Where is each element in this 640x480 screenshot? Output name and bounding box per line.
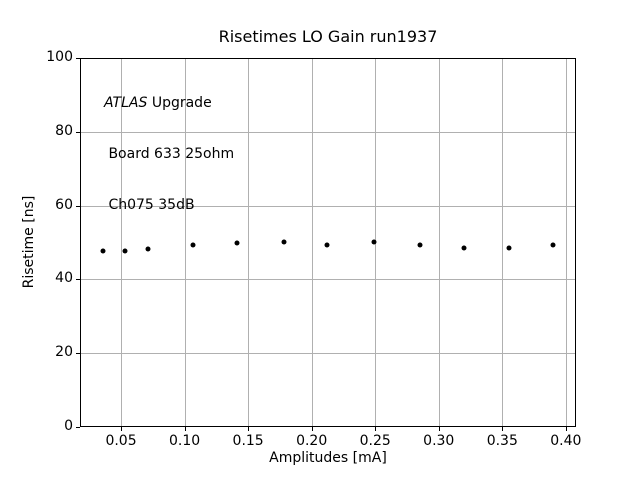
x-tick-mark (248, 427, 250, 431)
data-point (122, 248, 128, 254)
y-gridline (81, 279, 575, 281)
y-tick-mark (76, 353, 80, 355)
y-tick-label: 60 (55, 196, 73, 213)
chart-title: Risetimes LO Gain run1937 (218, 27, 438, 46)
data-point (461, 245, 467, 251)
y-tick-mark (76, 58, 80, 59)
x-tick-mark (438, 427, 440, 431)
x-tick-label: 0.35 (486, 433, 518, 449)
y-tick-label: 40 (55, 270, 73, 287)
y-gridline (81, 205, 575, 207)
data-point (100, 248, 106, 254)
data-point (145, 246, 151, 252)
x-tick-label: 0.05 (105, 433, 137, 449)
x-tick-label: 0.10 (168, 433, 201, 449)
annotation-experiment: ATLAS (104, 95, 148, 111)
y-tick-mark (76, 427, 80, 428)
annotation-line-3: Ch075 35dB (104, 197, 195, 213)
x-gridline (438, 59, 440, 426)
plot-frame (80, 58, 576, 427)
y-tick-mark (76, 205, 80, 207)
annotation-line-1: ATLAS Upgrade (104, 95, 234, 112)
x-tick-mark (375, 427, 377, 431)
y-tick-label: 100 (46, 49, 73, 65)
data-point (417, 242, 423, 248)
x-gridline (311, 59, 313, 426)
x-tick-label: 0.20 (296, 433, 328, 449)
data-point (324, 242, 330, 248)
data-point (190, 242, 196, 248)
y-tick-mark (76, 279, 80, 281)
y-tick-label: 20 (55, 344, 73, 361)
x-gridline (502, 59, 504, 426)
x-gridline (565, 59, 567, 426)
y-tick-label: 80 (55, 122, 73, 139)
x-gridline (121, 59, 123, 426)
annotation: ATLAS Upgrade Board 633 25ohm Ch075 35dB (104, 61, 234, 248)
x-tick-mark (565, 427, 567, 431)
annotation-experiment-suffix: Upgrade (147, 95, 212, 111)
x-tick-mark (502, 427, 504, 431)
y-gridline (81, 131, 575, 133)
x-gridline (184, 59, 186, 426)
x-tick-label: 0.15 (232, 433, 264, 449)
x-gridline (248, 59, 250, 426)
x-tick-mark (311, 427, 313, 431)
y-tick-mark (76, 131, 80, 133)
data-point (371, 239, 377, 245)
x-tick-label: 0.30 (423, 433, 455, 449)
x-axis-label: Amplitudes [mA] (269, 450, 387, 466)
data-point (506, 245, 512, 251)
y-gridline (81, 353, 575, 355)
x-tick-mark (121, 427, 123, 431)
data-point (281, 239, 287, 245)
annotation-line-2: Board 633 25ohm (104, 146, 235, 162)
y-tick-label: 0 (64, 418, 73, 434)
x-tick-label: 0.25 (359, 433, 391, 449)
x-tick-mark (184, 427, 186, 431)
y-axis-label: Risetime [ns] (21, 195, 37, 289)
data-point (234, 240, 240, 245)
x-tick-label: 0.40 (550, 433, 582, 449)
data-point (550, 242, 556, 248)
